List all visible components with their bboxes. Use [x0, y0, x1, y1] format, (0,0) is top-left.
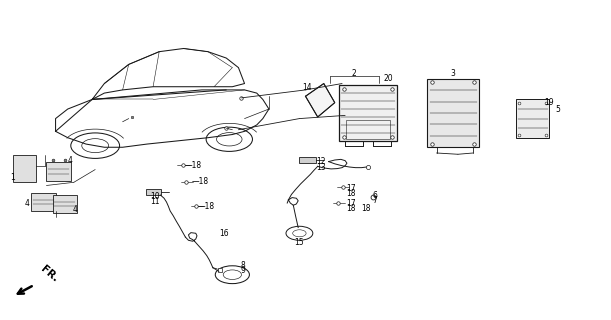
Text: 18: 18 [346, 204, 356, 213]
Bar [516, 100, 549, 138]
Bar [346, 120, 390, 139]
Text: 18: 18 [362, 204, 371, 213]
Text: 10: 10 [151, 191, 160, 201]
Text: —18: —18 [191, 177, 208, 186]
Text: 19: 19 [544, 98, 554, 107]
Text: 15: 15 [295, 238, 304, 247]
Text: 18: 18 [346, 189, 356, 198]
Bar [428, 79, 479, 147]
Bar [46, 162, 71, 181]
Text: 16: 16 [219, 229, 229, 238]
Text: 5: 5 [555, 105, 560, 114]
Bar [13, 155, 36, 182]
Bar [31, 193, 56, 211]
Text: 4: 4 [73, 205, 78, 214]
Text: 17: 17 [346, 184, 356, 193]
Text: 12: 12 [316, 157, 326, 166]
Text: 3: 3 [450, 69, 455, 78]
Text: 11: 11 [151, 197, 160, 206]
Polygon shape [306, 84, 335, 117]
Bar [53, 195, 77, 213]
Text: 2: 2 [352, 69, 357, 78]
Text: —18: —18 [185, 161, 202, 170]
Text: 6: 6 [373, 190, 378, 200]
Bar [339, 85, 397, 141]
Text: FR.: FR. [38, 263, 60, 284]
Text: 1: 1 [10, 173, 15, 182]
Text: 14: 14 [302, 83, 312, 92]
Text: 13: 13 [316, 163, 326, 172]
Text: 8: 8 [240, 261, 245, 270]
Text: 4: 4 [25, 199, 30, 208]
Text: —18: —18 [197, 202, 214, 211]
Bar [299, 157, 316, 163]
Text: 9: 9 [240, 266, 245, 275]
Text: 20: 20 [384, 74, 393, 83]
Bar [146, 189, 161, 195]
Text: 4: 4 [68, 156, 73, 164]
Text: 7: 7 [373, 196, 378, 205]
Text: 17: 17 [346, 199, 356, 208]
